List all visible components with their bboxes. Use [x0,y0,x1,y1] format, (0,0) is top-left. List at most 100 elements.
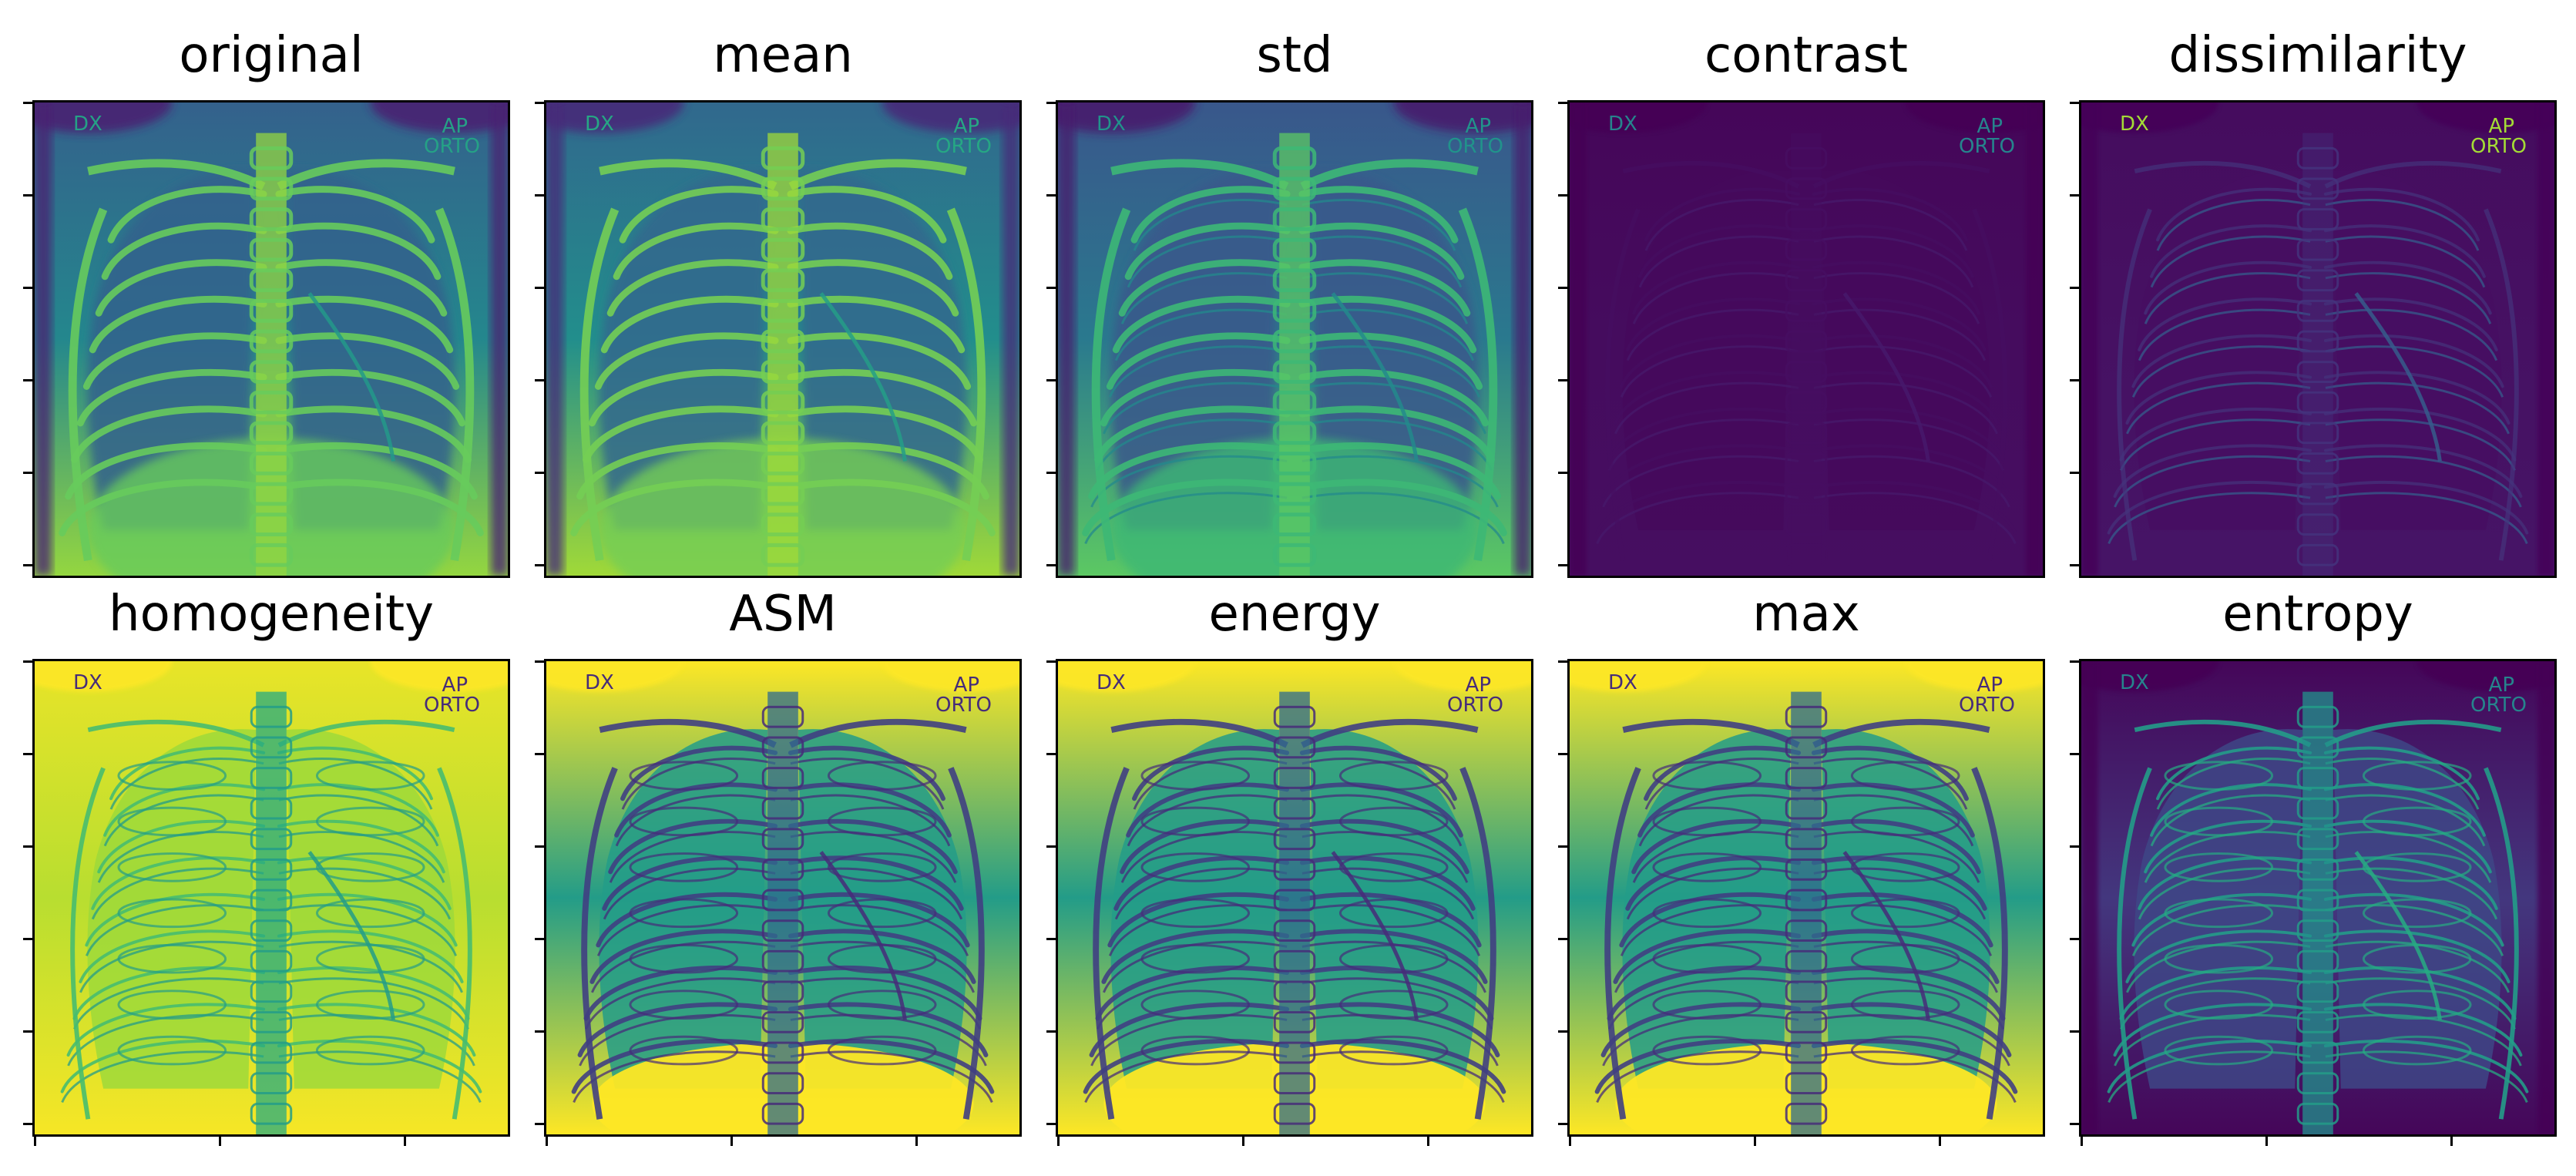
x-tick [915,1137,918,1146]
y-tick [1558,753,1567,755]
burn-in-label-right-top: AP [1977,674,2003,697]
x-tick [1427,1137,1429,1146]
axes-frame: DX AP ORTO [32,659,510,1137]
y-tick [1558,472,1567,474]
burn-in-label-right-bottom: ORTO [935,135,992,158]
y-tick [535,1123,544,1125]
y-tick [23,1123,32,1125]
feature-map-image [1058,102,1531,576]
panel-title-mean: mean [713,27,853,84]
y-tick [535,564,544,566]
y-tick [1046,660,1056,663]
y-tick [23,845,32,848]
x-tick [404,1137,406,1146]
y-tick [1046,194,1056,197]
y-tick [23,379,32,381]
axes-frame: DX AP ORTO [1567,659,2045,1137]
y-tick [1558,845,1567,848]
y-tick [1046,753,1056,755]
y-tick [1558,287,1567,289]
panel-energy: DX AP ORTO [1046,659,1533,1146]
y-tick [1046,102,1056,104]
x-tick [2450,1137,2453,1146]
x-tick [1057,1137,1060,1146]
y-tick [1558,564,1567,566]
y-tick [1558,102,1567,104]
burn-in-label-left: DX [1097,671,1126,694]
y-tick [535,379,544,381]
y-tick [2070,753,2079,755]
feature-map-image [546,102,1019,576]
burn-in-label-right-top: AP [2488,674,2514,697]
burn-in-label-right-top: AP [1465,115,1491,138]
x-tick [2081,1137,2083,1146]
panel-title-max: max [1752,586,1860,643]
burn-in-label-left: DX [1608,113,1637,136]
y-tick [1558,379,1567,381]
burn-in-label-right-bottom: ORTO [2470,694,2527,717]
feature-map-image [35,102,508,576]
y-tick [1046,938,1056,940]
x-tick [546,1137,548,1146]
panel-max: DX AP ORTO [1558,659,2045,1146]
y-tick [23,660,32,663]
burn-in-label-right-top: AP [442,674,468,697]
panel-title-std: std [1256,27,1333,84]
panel-title-contrast: contrast [1704,27,1908,84]
y-tick [23,753,32,755]
burn-in-label-left: DX [585,671,614,694]
y-tick [1558,1123,1567,1125]
x-tick [1754,1137,1756,1146]
y-tick [2070,845,2079,848]
axes-frame: DX AP ORTO [544,100,1022,578]
y-tick [1046,379,1056,381]
y-tick [535,287,544,289]
axes-frame: DX AP ORTO [1056,659,1533,1137]
y-tick [23,564,32,566]
panel-original: DX AP ORTO [23,100,510,578]
feature-map-image [35,661,508,1134]
y-tick [23,287,32,289]
burn-in-label-left: DX [585,113,614,136]
panel-std: DX AP ORTO [1046,100,1533,578]
burn-in-label-right-top: AP [953,115,979,138]
y-tick [535,472,544,474]
feature-map-image [2081,102,2554,576]
panel-title-energy: energy [1208,586,1381,643]
panel-dissimilarity: DX AP ORTO [2070,100,2557,578]
y-tick [1046,1030,1056,1033]
feature-map-image [2081,661,2554,1134]
y-tick [2070,472,2079,474]
y-tick [535,938,544,940]
burn-in-label-right-top: AP [953,674,979,697]
feature-map-image [546,661,1019,1134]
y-tick [2070,379,2079,381]
panel-title-homogeneity: homogeneity [109,586,434,643]
burn-in-label-left: DX [2120,113,2149,136]
y-tick [535,845,544,848]
y-tick [535,194,544,197]
axes-frame: DX AP ORTO [2079,659,2557,1137]
y-tick [2070,194,2079,197]
y-tick [1046,564,1056,566]
y-tick [1558,1030,1567,1033]
feature-map-image [1570,102,2043,576]
panel-homogeneity: DX AP ORTO [23,659,510,1146]
y-tick [535,753,544,755]
x-tick [730,1137,733,1146]
panel-entropy: DX AP ORTO [2070,659,2557,1146]
burn-in-label-right-top: AP [1977,115,2003,138]
x-tick [219,1137,221,1146]
y-tick [2070,938,2079,940]
panel-contrast: DX AP ORTO [1558,100,2045,578]
burn-in-label-left: DX [1608,671,1637,694]
y-tick [535,102,544,104]
burn-in-label-right-bottom: ORTO [935,694,992,717]
panel-mean: DX AP ORTO [535,100,1022,578]
panel-asm: DX AP ORTO [535,659,1022,1146]
axes-frame: DX AP ORTO [32,100,510,578]
burn-in-label-right-bottom: ORTO [1959,135,2015,158]
panel-title-asm: ASM [729,586,837,643]
burn-in-label-right-bottom: ORTO [1447,694,1503,717]
